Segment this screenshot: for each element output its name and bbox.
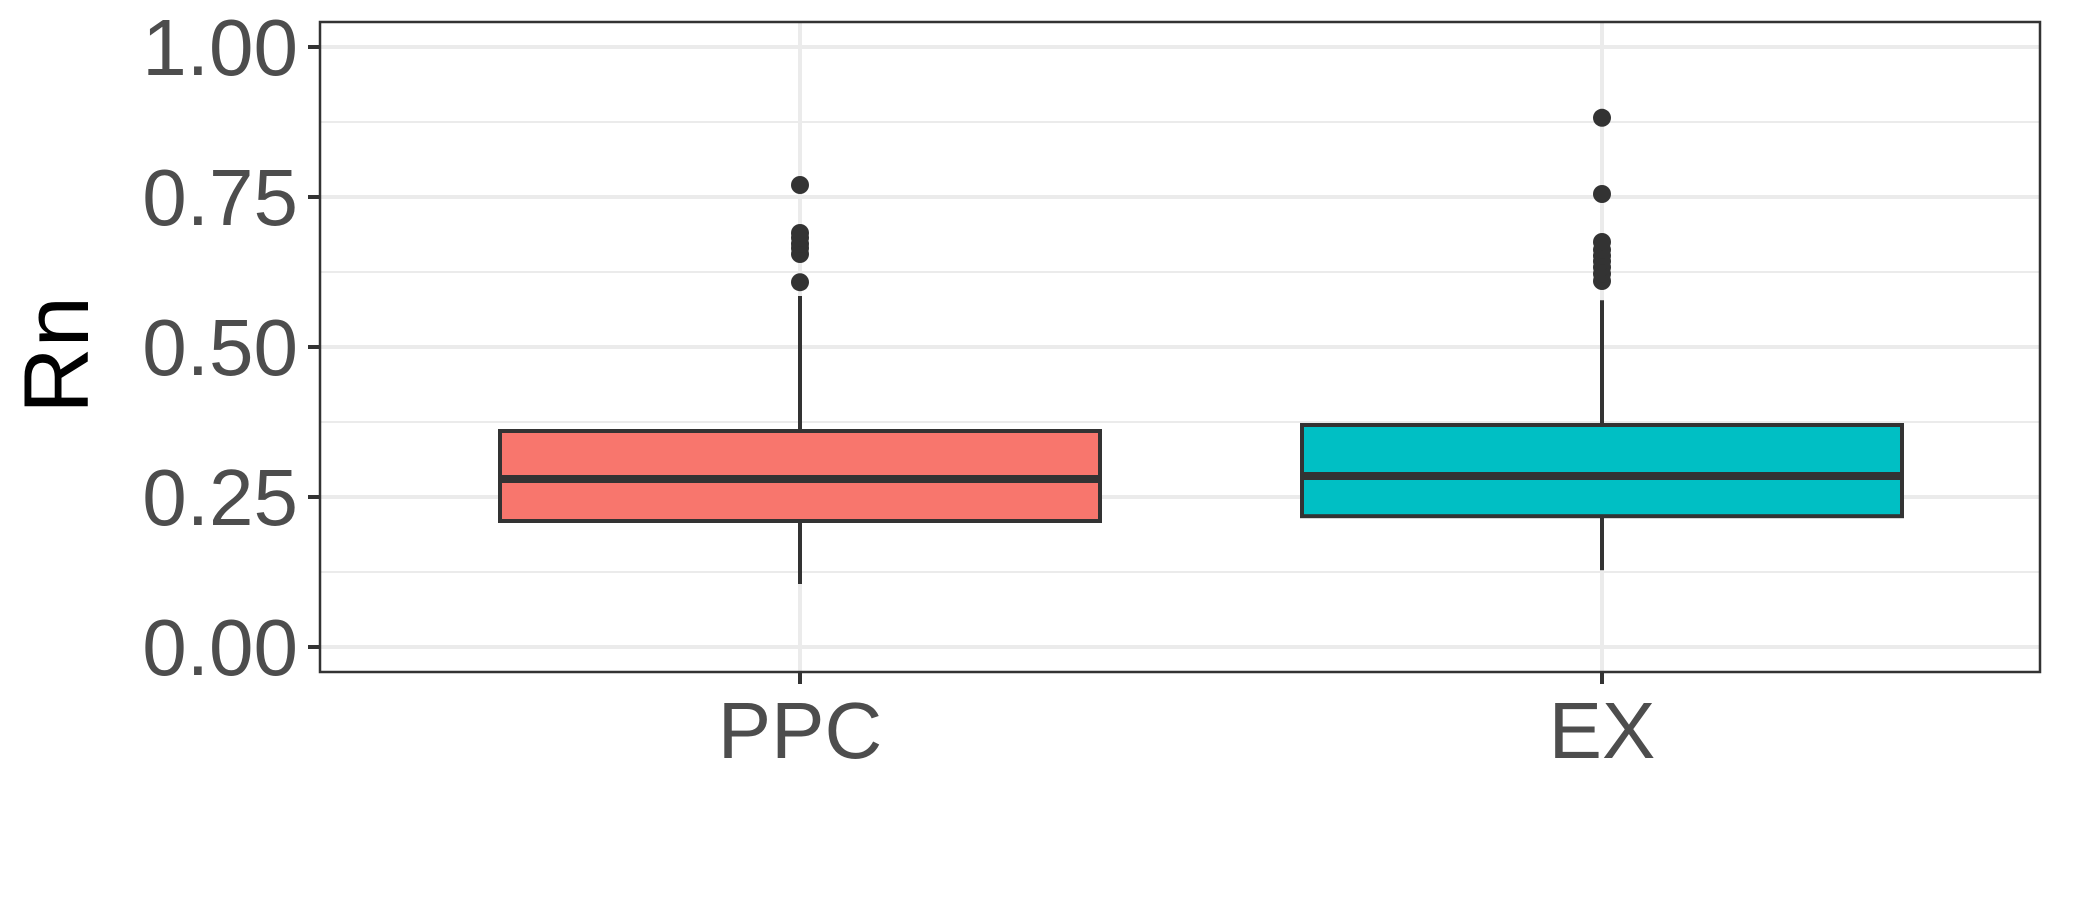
axes: 0.00 0.25 0.50 0.75 1.00 PPC EX	[142, 3, 1655, 775]
box-ex	[1300, 108, 1904, 571]
iqr-box	[1300, 423, 1904, 519]
outlier-point	[1593, 233, 1611, 251]
x-tick-label: EX	[1549, 686, 1656, 775]
y-tick-label: 1.00	[142, 3, 298, 92]
box-ppc	[498, 176, 1102, 584]
y-axis-title: Rn	[6, 296, 108, 414]
outlier-point	[1593, 185, 1611, 203]
outlier-point	[1593, 108, 1611, 127]
y-tick-label: 0.25	[142, 453, 298, 542]
x-tick-label: PPC	[718, 686, 883, 775]
outlier-point	[791, 176, 809, 194]
boxes	[498, 108, 1904, 584]
y-tick-label: 0.75	[142, 153, 298, 242]
outlier-point	[791, 224, 809, 242]
y-tick-label: 0.00	[142, 603, 298, 692]
outlier-point	[791, 273, 809, 292]
y-tick-label: 0.50	[142, 303, 298, 392]
